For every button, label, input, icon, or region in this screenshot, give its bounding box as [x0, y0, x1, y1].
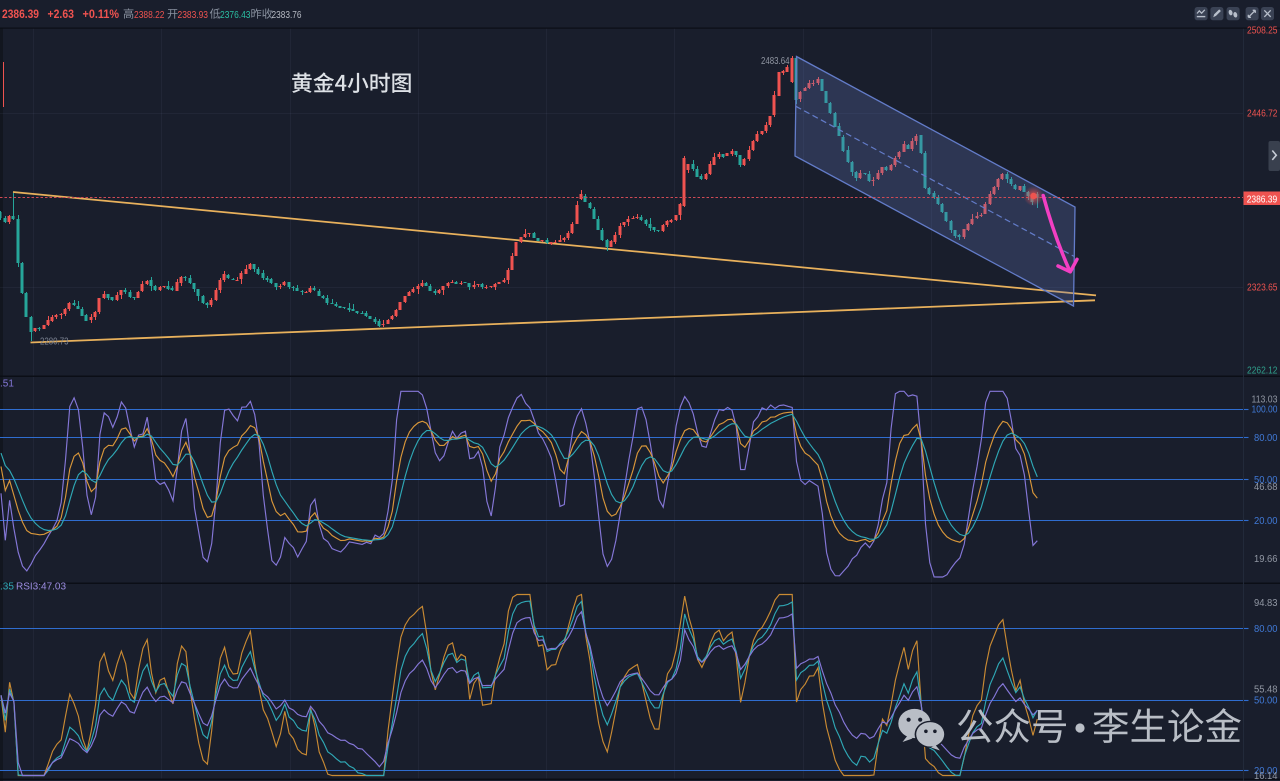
svg-text:94.83: 94.83	[1254, 598, 1278, 609]
svg-text:46.68: 46.68	[1254, 482, 1278, 493]
svg-text:2446.72: 2446.72	[1247, 109, 1278, 120]
svg-text:16.14: 16.14	[1254, 771, 1278, 781]
svg-text:2383.76: 2383.76	[272, 10, 302, 21]
svg-text:50.00: 50.00	[1254, 696, 1278, 707]
svg-text:.35: .35	[0, 582, 14, 593]
svg-text:+0.11%: +0.11%	[83, 7, 120, 21]
svg-text:2386.39: 2386.39	[1247, 194, 1278, 205]
svg-text:50.00: 50.00	[1254, 475, 1278, 486]
svg-text:2388.22: 2388.22	[134, 10, 165, 21]
svg-text:55.48: 55.48	[1254, 685, 1278, 696]
svg-text:2262.12: 2262.12	[1247, 366, 1278, 377]
svg-text:20.00: 20.00	[1254, 516, 1278, 527]
svg-text:+2.63: +2.63	[48, 7, 75, 21]
svg-text:113.03: 113.03	[1252, 395, 1278, 406]
svg-text:2383.93: 2383.93	[178, 10, 209, 21]
svg-text:80.00: 80.00	[1254, 433, 1278, 444]
svg-text:20.00: 20.00	[1254, 766, 1278, 777]
svg-text:2483.64: 2483.64	[761, 56, 790, 67]
svg-text:RSI3:47.03: RSI3:47.03	[16, 582, 66, 593]
svg-text:100.00: 100.00	[1252, 405, 1278, 416]
svg-text:2280.73: 2280.73	[40, 337, 69, 348]
svg-text:2508.25: 2508.25	[1247, 26, 1278, 37]
svg-text:.51: .51	[0, 379, 14, 390]
svg-text:19.66: 19.66	[1254, 554, 1278, 565]
svg-text:2386.39: 2386.39	[2, 7, 39, 21]
svg-text:80.00: 80.00	[1254, 624, 1278, 635]
svg-text:2323.65: 2323.65	[1247, 283, 1278, 294]
svg-text:2376.43: 2376.43	[220, 10, 251, 21]
